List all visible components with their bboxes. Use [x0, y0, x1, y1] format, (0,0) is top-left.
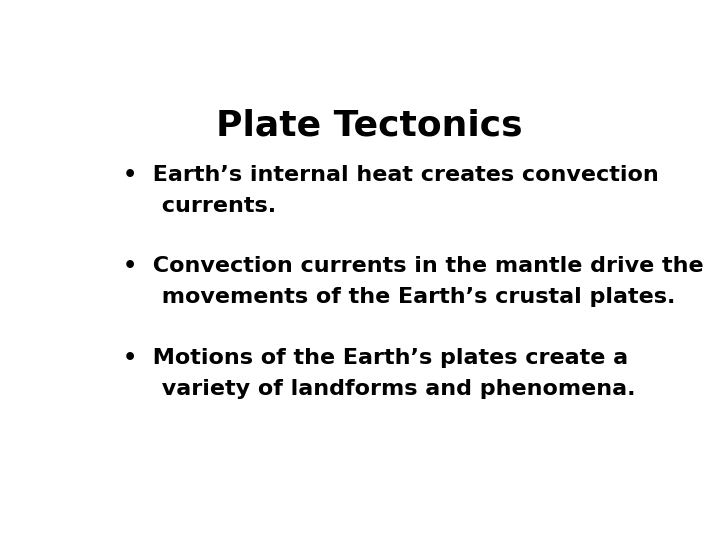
Text: •  Earth’s internal heat creates convection: • Earth’s internal heat creates convecti… [124, 165, 660, 185]
Text: •  Convection currents in the mantle drive the: • Convection currents in the mantle driv… [124, 256, 704, 276]
Text: movements of the Earth’s crustal plates.: movements of the Earth’s crustal plates. [124, 287, 676, 307]
Text: Plate Tectonics: Plate Tectonics [216, 109, 522, 143]
Text: variety of landforms and phenomena.: variety of landforms and phenomena. [124, 379, 636, 399]
Text: •  Motions of the Earth’s plates create a: • Motions of the Earth’s plates create a [124, 348, 629, 368]
Text: currents.: currents. [124, 196, 276, 216]
